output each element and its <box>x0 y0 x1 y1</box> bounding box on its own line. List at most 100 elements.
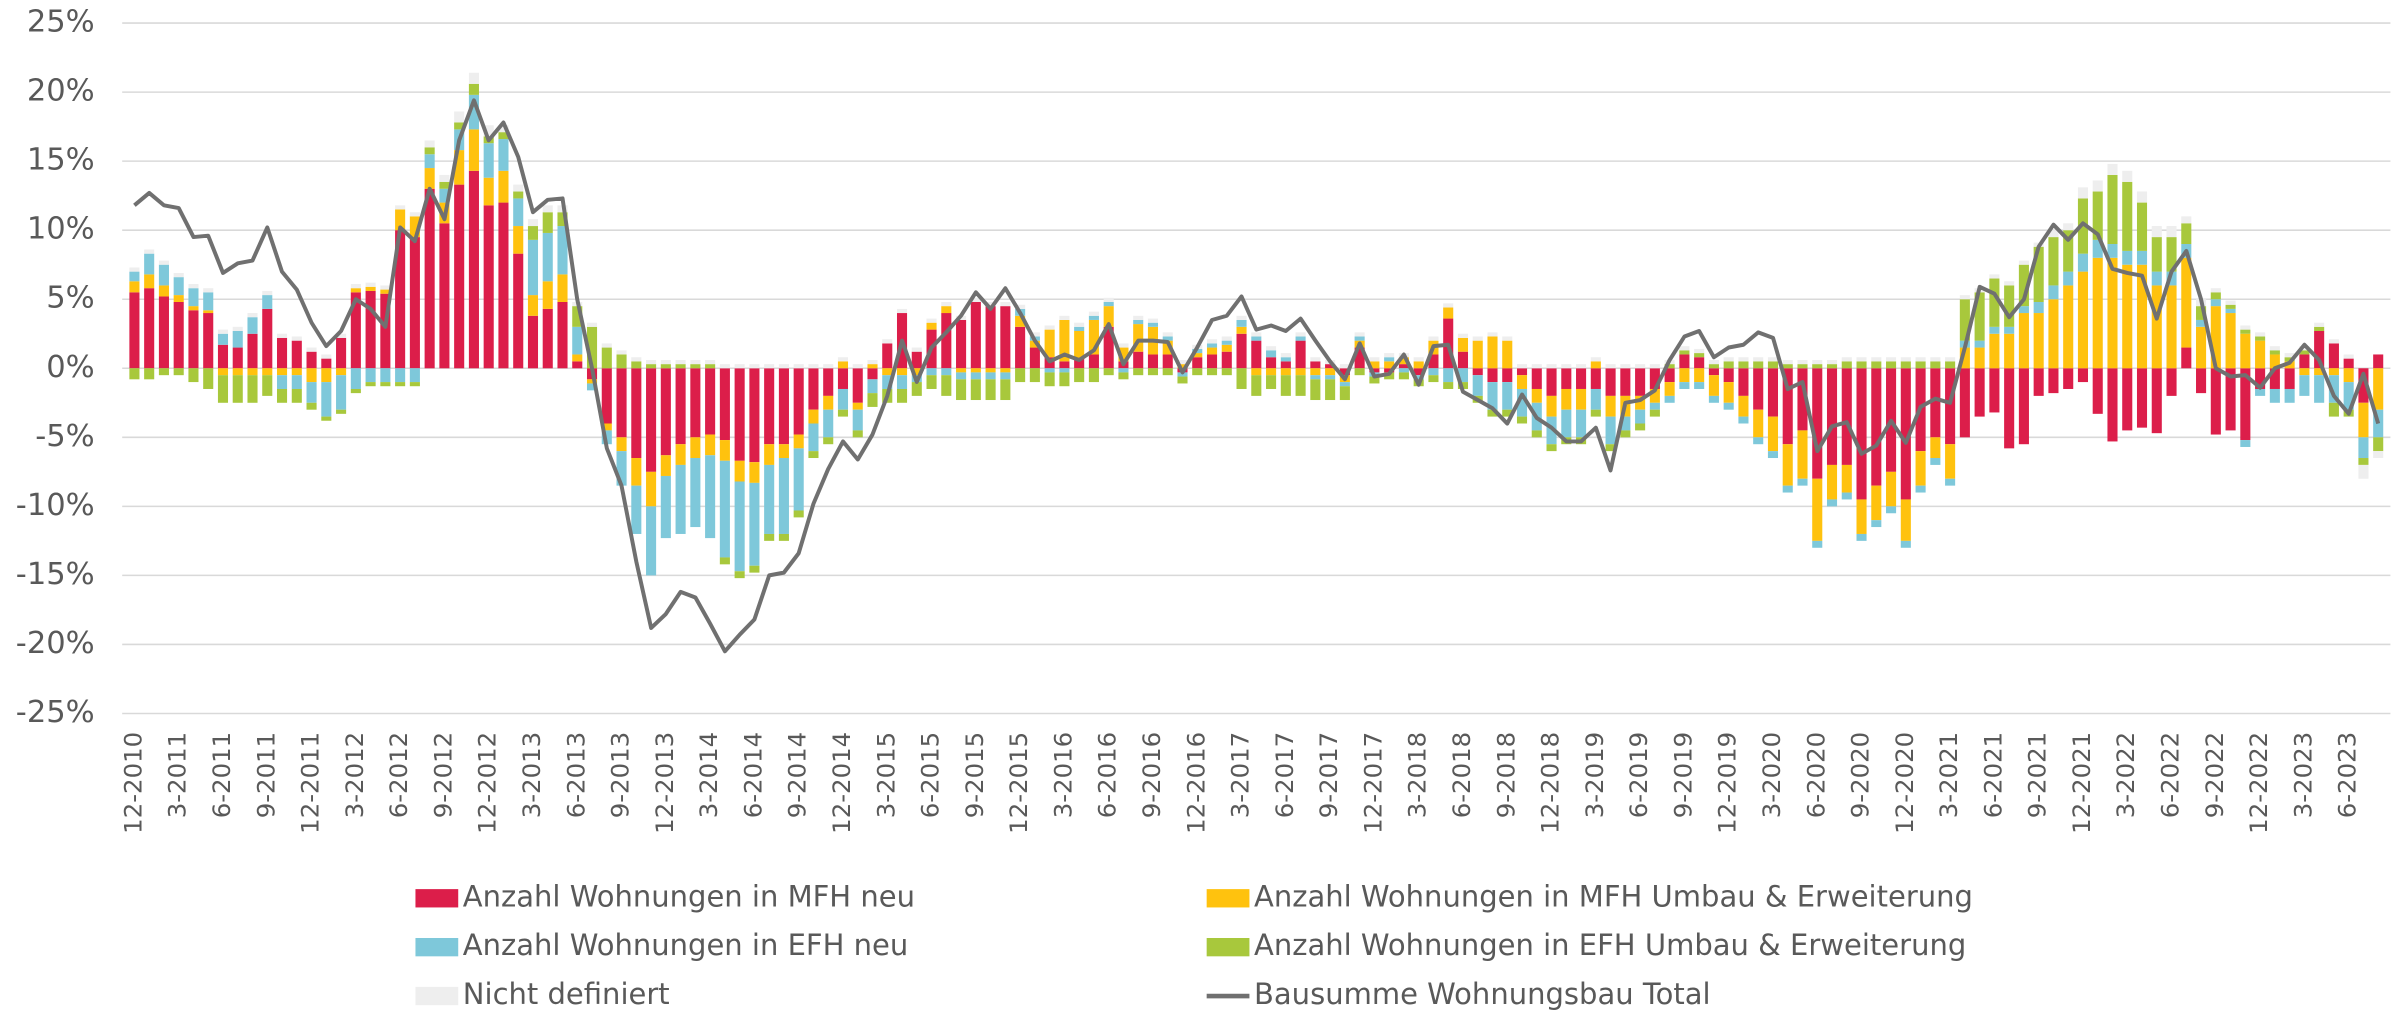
bar-segment <box>1428 336 1439 341</box>
bar-segment <box>1664 395 1675 403</box>
bar-segment <box>276 375 288 389</box>
x-tick-label: 9-2021 <box>2023 732 2052 819</box>
bar-segment <box>970 379 981 401</box>
bar-segment <box>1649 402 1660 410</box>
bar-segment <box>1546 368 1557 396</box>
bar-segment <box>1000 301 1011 307</box>
bar-segment <box>232 347 243 369</box>
bar-segment <box>1472 336 1483 341</box>
bar-segment <box>1192 353 1203 358</box>
bar-segment <box>2284 388 2295 403</box>
bar-segment <box>2358 464 2369 479</box>
x-tick-label: 3-2020 <box>1757 732 1786 819</box>
bar-segment <box>468 94 479 130</box>
bar-segment <box>1118 347 1129 362</box>
bar-segment <box>1413 357 1424 362</box>
bar-segment <box>1354 336 1365 341</box>
x-tick-label: 6-2017 <box>1270 732 1299 819</box>
bar-segment <box>1871 485 1882 521</box>
bar-segment <box>749 364 760 369</box>
bar-segment <box>424 168 435 189</box>
bar-segment <box>1546 364 1557 369</box>
bar-segment <box>498 139 509 171</box>
bar-segment <box>1576 368 1587 389</box>
bar-segment <box>2181 216 2192 224</box>
bar-segment <box>144 288 155 369</box>
bar-segment <box>2314 375 2325 403</box>
bar-segment <box>1664 382 1675 396</box>
x-tick-label: 6-2011 <box>207 732 236 819</box>
bar-segment <box>1590 388 1601 410</box>
legend-label: Nicht definiert <box>463 977 670 1011</box>
bar-segment <box>1930 368 1941 438</box>
bar-segment <box>1029 332 1040 337</box>
bar-segment <box>291 336 302 341</box>
bar-segment <box>1694 353 1705 358</box>
y-tick-label: 10% <box>27 212 95 247</box>
bar-segment <box>1369 361 1380 369</box>
bar-segment <box>1900 361 1911 369</box>
bar-segment <box>2018 260 2029 265</box>
bar-segment <box>1044 368 1055 373</box>
bar-segment <box>1679 382 1690 389</box>
bar-segment <box>1384 372 1395 380</box>
bar-segment <box>1162 336 1173 341</box>
bar-segment <box>1266 375 1277 389</box>
bar-segment <box>2255 368 2266 389</box>
bar-segment <box>1339 368 1350 376</box>
y-tick-label: 20% <box>27 74 95 109</box>
bar-segment <box>350 368 361 389</box>
bar-segment <box>1738 368 1749 396</box>
bar-segment <box>1428 354 1439 369</box>
bar-segment <box>2063 368 2074 389</box>
bar-segment <box>1694 348 1705 354</box>
bar-segment <box>1826 499 1838 507</box>
bar-segment <box>1708 359 1719 365</box>
bar-segment <box>2343 354 2354 359</box>
bar-segment <box>882 343 893 369</box>
bar-segment <box>188 288 199 307</box>
bar-segment <box>2092 180 2103 192</box>
bar-segment <box>454 184 465 369</box>
bar-segment <box>468 170 479 369</box>
bar-segment <box>852 409 863 431</box>
bar-segment <box>424 154 435 169</box>
bar-segment <box>1221 368 1232 376</box>
bar-segment <box>2255 340 2266 369</box>
x-tick-label: 3-2023 <box>2288 732 2317 819</box>
bar-segment <box>2107 368 2118 442</box>
bar-segment <box>616 451 627 486</box>
bar-segment <box>1753 409 1764 438</box>
legend-label: Anzahl Wohnungen in EFH Umbau & Erweiter… <box>1254 928 1966 962</box>
bar-segment <box>896 388 908 403</box>
bar-segment <box>2343 358 2354 369</box>
bar-segment <box>2210 299 2221 307</box>
bar-segment <box>1945 478 1956 486</box>
bar-segment <box>232 330 243 348</box>
legend-swatch <box>415 889 459 908</box>
bar-segment <box>158 260 169 265</box>
bar-segment <box>2373 437 2384 452</box>
bar-segment <box>1266 346 1277 351</box>
legend-swatch <box>415 986 459 1006</box>
bar-segment <box>705 434 716 456</box>
bar-segment <box>1856 533 1867 541</box>
bar-segment <box>158 285 169 297</box>
bar-segment <box>557 301 568 369</box>
bar-segment <box>616 350 627 355</box>
bar-segment <box>2092 191 2103 240</box>
bar-segment <box>424 140 435 148</box>
bar-segment <box>1812 368 1823 479</box>
bar-segment <box>823 409 834 438</box>
bar-segment <box>2107 174 2118 244</box>
bar-segment <box>1930 437 1941 459</box>
bar-segment <box>276 368 288 376</box>
x-tick-label: 12-2022 <box>2244 732 2273 834</box>
bar-segment <box>1959 295 1970 300</box>
bar-segment <box>513 198 524 227</box>
bar-segment <box>2151 285 2162 369</box>
bar-segment <box>1945 444 1956 479</box>
bar-segment <box>690 368 701 438</box>
bar-segment <box>1280 361 1291 369</box>
bar-segment <box>188 284 199 289</box>
